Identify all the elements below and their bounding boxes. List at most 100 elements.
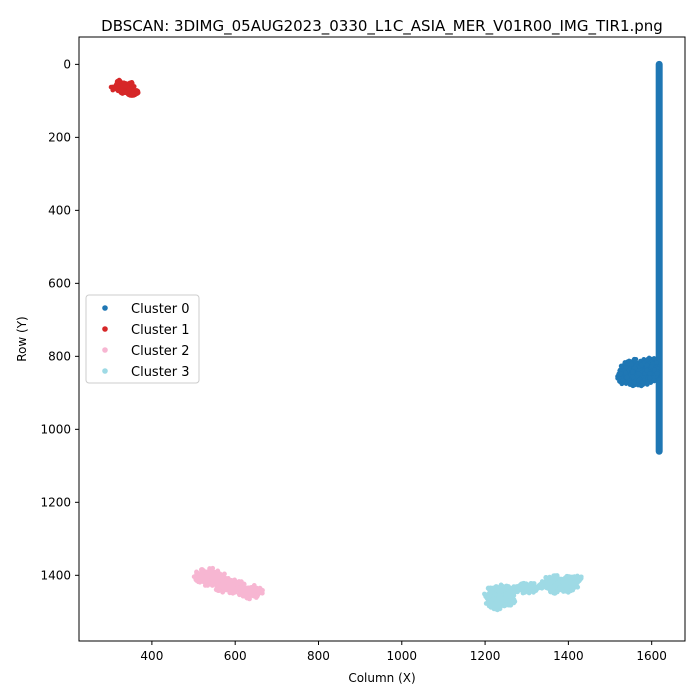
cluster-point [251,590,257,596]
y-tick-label: 1000 [40,422,71,436]
cluster-point [122,90,128,96]
cluster-point [654,360,660,365]
cluster-point [564,585,570,591]
cluster-point [211,574,217,580]
x-axis-ticks: 400 600 800 1000 1200 1400 1600 [140,641,667,663]
cluster-point [227,590,233,596]
cluster-point [486,603,492,609]
cluster-point [254,593,260,599]
legend-label: Cluster 2 [131,344,190,359]
cluster-point [522,589,527,595]
cluster-point [635,382,641,388]
cluster-point [552,583,558,589]
cluster-point [644,362,650,368]
cluster-point [654,371,660,376]
cluster-point [647,371,653,376]
cluster-point [645,356,651,362]
cluster-point [644,367,649,373]
cluster-point [229,577,234,583]
cluster-point [257,586,263,591]
cluster-point [217,577,223,583]
cluster-point [569,574,575,580]
x-tick-label: 800 [307,649,330,663]
cluster-point [531,589,536,595]
plot-area [108,60,663,613]
cluster-point [537,582,543,588]
cluster-point [644,381,650,387]
cluster-point [618,363,624,369]
cluster-point [519,586,525,592]
cluster-point [506,602,512,608]
cluster-point [532,584,538,590]
cluster-point [215,568,221,574]
cluster-point [115,88,121,94]
legend-marker [102,347,108,353]
cluster-point [566,579,572,585]
cluster-point [250,585,256,591]
y-tick-label: 200 [48,130,71,144]
cluster-point [512,588,518,594]
cluster-point [560,577,566,583]
cluster-point [627,382,633,387]
cluster-point [512,599,518,605]
x-axis-label: Column (X) [348,671,415,685]
chart-title: DBSCAN: 3DIMG_05AUG2023_0330_L1C_ASIA_ME… [101,17,663,36]
cluster-point [623,370,628,376]
cluster-point [547,574,553,580]
axes-frame [78,36,686,642]
cluster-point [630,369,635,375]
cluster-point [543,574,549,580]
cluster-point [573,579,579,585]
cluster-point [209,583,215,588]
cluster-point [554,589,560,595]
legend-marker [102,305,108,311]
series-cluster-2 [191,565,265,602]
cluster-point [200,568,206,574]
cluster-point [503,591,509,597]
cluster-point [236,579,242,585]
cluster-point [134,91,140,97]
cluster-point [129,82,135,87]
x-tick-label: 1600 [636,649,667,663]
series-cluster-1 [108,77,141,98]
y-tick-label: 800 [48,349,71,363]
cluster-point [243,588,249,594]
cluster-point [221,588,226,594]
cluster-point [502,587,508,593]
y-tick-label: 400 [48,203,71,217]
series-cluster-3 [482,573,584,613]
cluster-point [636,371,642,376]
cluster-point [561,589,566,594]
cluster-point [126,87,132,92]
cluster-point [193,577,199,582]
y-tick-label: 600 [48,276,71,290]
cluster-point [226,583,232,589]
cluster-point [222,579,228,585]
cluster-point [257,590,263,595]
cluster-point [575,584,581,590]
cluster-point [116,78,122,84]
cluster-point [206,573,212,579]
cluster-point [647,375,653,381]
cluster-point [488,590,494,596]
legend-marker [102,368,108,374]
y-axis-label: Row (Y) [15,316,29,361]
cluster-point [630,374,636,380]
cluster-point [205,581,211,586]
cluster-point [631,379,637,385]
cluster-point [210,565,216,571]
legend-box [85,294,200,384]
x-tick-label: 600 [224,649,247,663]
cluster-point [628,361,634,367]
legend-label: Cluster 0 [131,302,190,317]
legend-marker [102,326,108,332]
cluster-point [114,81,120,87]
legend-label: Cluster 1 [131,323,190,338]
cluster-point [546,585,551,591]
cluster-point [618,371,624,377]
cluster-point [230,584,236,590]
x-tick-label: 400 [140,649,163,663]
cluster-point [632,357,638,363]
x-tick-label: 1400 [553,649,584,663]
cluster-point [215,588,221,593]
